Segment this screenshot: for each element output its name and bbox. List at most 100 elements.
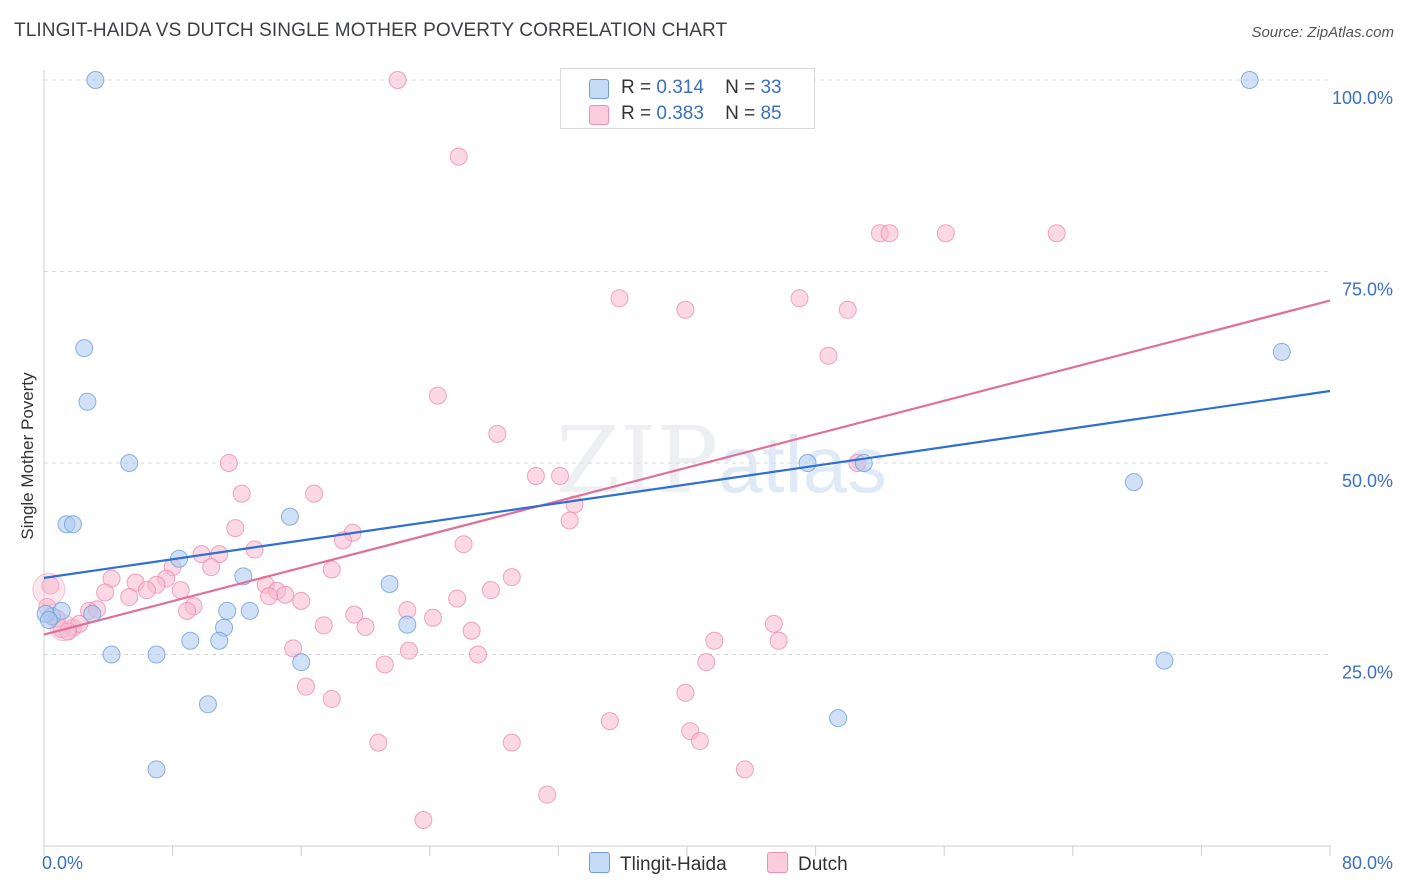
data-point xyxy=(120,588,139,607)
data-point xyxy=(502,568,521,587)
data-point xyxy=(469,645,488,664)
data-point xyxy=(798,454,817,472)
data-point xyxy=(96,583,115,602)
y-tick-label: 25.0% xyxy=(1342,663,1393,683)
data-point xyxy=(697,653,716,672)
data-point xyxy=(284,639,303,658)
data-point xyxy=(219,454,238,472)
axes xyxy=(43,70,1331,856)
data-point xyxy=(705,631,724,650)
dutch-points xyxy=(32,71,1066,829)
data-point xyxy=(245,540,264,559)
data-point xyxy=(356,617,375,636)
data-point xyxy=(147,645,166,664)
data-point xyxy=(462,621,481,640)
data-point xyxy=(690,732,709,751)
data-point xyxy=(322,560,341,579)
data-point xyxy=(305,484,324,503)
legend-r-label: R = xyxy=(621,103,652,124)
series-legend-dutch: Dutch xyxy=(767,852,848,876)
data-point xyxy=(86,71,105,89)
data-point xyxy=(297,677,316,696)
data-point xyxy=(838,300,857,319)
data-point xyxy=(600,712,619,731)
legend-swatch-pink xyxy=(589,105,609,125)
data-point xyxy=(171,581,190,600)
trend-lines xyxy=(43,299,1331,636)
data-point xyxy=(790,289,809,308)
data-point xyxy=(424,608,443,627)
tick-labels: 25.0% 50.0% 75.0% 100.0% 0.0% 80.0% xyxy=(42,88,1393,873)
data-point xyxy=(454,535,473,554)
data-point xyxy=(428,386,447,405)
data-point xyxy=(1047,224,1066,243)
data-point xyxy=(398,615,417,634)
legend-r-value: 0.314 xyxy=(656,77,704,98)
data-point xyxy=(538,785,557,804)
series-swatch-blue xyxy=(589,852,610,873)
data-point xyxy=(178,601,197,620)
tlingit-haida-trend-line xyxy=(43,389,1331,579)
y-tick-label: 100.0% xyxy=(1332,88,1393,108)
data-point xyxy=(560,511,579,530)
data-point xyxy=(448,589,467,608)
data-point xyxy=(292,653,311,672)
series-legend-tlingit: Tlingit-Haida xyxy=(589,852,727,876)
data-point xyxy=(414,810,433,829)
data-point xyxy=(210,631,229,650)
data-point xyxy=(137,581,156,600)
watermark-zip: ZIP xyxy=(556,407,718,514)
data-point xyxy=(375,655,394,674)
x-tick-label: 80.0% xyxy=(1342,853,1393,873)
data-point xyxy=(292,591,311,610)
data-point xyxy=(260,587,279,606)
data-point xyxy=(819,346,838,365)
data-point xyxy=(1240,71,1259,89)
data-point xyxy=(102,645,121,664)
data-point xyxy=(147,760,166,779)
data-point xyxy=(764,614,783,633)
data-point xyxy=(78,392,97,411)
legend-r-label: R = xyxy=(621,77,652,98)
data-point xyxy=(481,581,500,600)
data-point xyxy=(829,709,848,728)
data-point xyxy=(345,605,364,624)
legend-r-value: 0.383 xyxy=(656,103,704,124)
data-point xyxy=(314,616,333,635)
data-point xyxy=(449,147,468,166)
series-name: Dutch xyxy=(798,854,848,875)
data-point xyxy=(232,484,251,503)
data-point xyxy=(380,575,399,594)
data-point xyxy=(1272,342,1291,361)
data-point xyxy=(676,300,695,319)
data-point xyxy=(120,454,139,472)
legend-n-value: 85 xyxy=(760,103,782,124)
data-point xyxy=(488,424,507,443)
data-point xyxy=(676,683,695,702)
tlingit-haida-points xyxy=(36,71,1291,779)
data-point xyxy=(399,641,418,660)
chart-title: TLINGIT-HAIDA VS DUTCH SINGLE MOTHER POV… xyxy=(14,20,728,41)
data-point xyxy=(551,467,570,486)
data-point xyxy=(769,631,788,650)
legend-n-label: N = xyxy=(725,77,756,98)
data-point xyxy=(880,224,899,243)
data-point xyxy=(936,224,955,243)
data-point xyxy=(280,507,299,526)
legend-n-value: 33 xyxy=(760,77,782,98)
data-point xyxy=(1124,473,1143,492)
data-point xyxy=(198,695,217,714)
series-swatch-pink xyxy=(767,852,788,873)
source-label: Source: ZipAtlas.com xyxy=(1251,24,1394,41)
dutch-trend-line xyxy=(43,299,1331,636)
data-point xyxy=(181,631,200,650)
data-point xyxy=(39,611,58,630)
y-axis-label: Single Mother Poverty xyxy=(18,372,37,540)
data-point xyxy=(735,760,754,779)
data-point xyxy=(226,519,245,538)
data-point xyxy=(32,572,66,606)
data-point xyxy=(610,289,629,308)
legend-swatch-blue xyxy=(589,79,609,99)
watermark: ZIP atlas xyxy=(556,407,887,514)
